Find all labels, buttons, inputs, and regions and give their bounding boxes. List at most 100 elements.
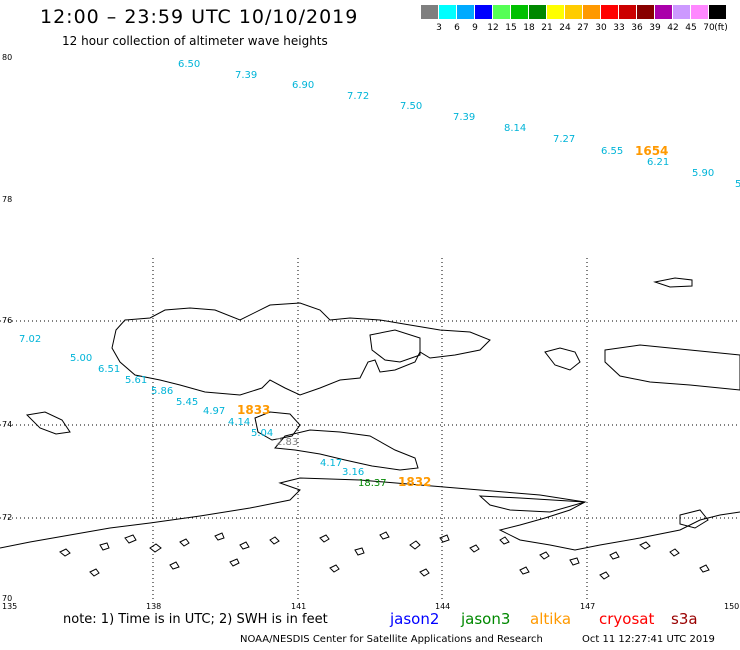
legend-label: 42 [667,23,679,33]
wave-height-label: 6.50 [178,59,200,70]
legend-label: 15 [505,23,517,33]
wave-height-label: 6.55 [601,146,623,157]
gridlines [0,258,740,600]
wave-height-label: 5.86 [151,386,173,397]
coastline [0,277,740,580]
legend-swatch [673,5,690,19]
wave-height-label: 3.16 [342,467,364,478]
legend-label: 27 [577,23,589,33]
lat-label-78: 78 [2,195,12,204]
wave-height-label: 7.50 [400,101,422,112]
footnote: note: 1) Time is in UTC; 2) SWH is in fe… [63,612,328,627]
lon-label-147: 147 [580,602,595,611]
satellite-name: cryosat [599,610,655,628]
pass-time-label: 1832 [398,475,431,489]
legend-unit: (ft) [714,23,728,33]
legend-label: 3 [436,23,442,33]
legend-swatch [565,5,582,19]
map-subtitle: 12 hour collection of altimeter wave hei… [62,34,328,48]
legend-swatch [655,5,672,19]
coast-island-1833 [254,411,301,441]
wave-height-label: 2.83 [276,437,298,448]
legend-swatch [709,5,726,19]
wave-height-label: 7.39 [235,70,257,81]
legend-label: 24 [559,23,571,33]
legend-swatch [421,5,438,19]
legend-swatch [691,5,708,19]
legend-label: 6 [454,23,460,33]
wave-height-label: 8.14 [504,123,526,134]
wave-height-label: 5.00 [70,353,92,364]
wave-height-label: 6.90 [292,80,314,91]
legend-label: 9 [472,23,478,33]
coast-main-island [111,302,491,396]
coast-east-long [604,344,740,391]
coast-mainland-spit [478,495,586,513]
satellite-name: jason3 [461,610,511,628]
wave-height-label: 5.90 [692,168,714,179]
wave-height-label: 5.04 [251,428,273,439]
legend-label: 70 [703,23,715,33]
lon-label-141: 141 [291,602,306,611]
pass-time-label: 1833 [237,403,270,417]
satellite-name: s3a [671,610,698,628]
coast-island-south [274,429,419,471]
coast-islets [59,531,710,580]
legend-swatch [511,5,528,19]
legend-swatch [601,5,618,19]
wave-height-label: 7.27 [553,134,575,145]
wave-height-label: 7.72 [347,91,369,102]
legend-swatch [493,5,510,19]
track-south: 7.02 5.00 6.51 5.61 5.86 5.45 4.97 4.14 … [19,334,387,489]
legend-swatch [529,5,546,19]
wave-height-label: 7.39 [453,112,475,123]
legend-label: 30 [595,23,607,33]
legend-swatch [475,5,492,19]
lat-label-72: 72 [2,513,12,522]
lon-label-135: 135 [2,602,17,611]
pass-time-label: 1654 [635,144,668,158]
legend-swatch [439,5,456,19]
legend-swatch [637,5,654,19]
coast-mainland [0,477,740,551]
credit-line: NOAA/NESDIS Center for Satellite Applica… [240,634,543,645]
coast-east-loop [369,329,421,363]
legend-label: 12 [487,23,499,33]
coast-northeast-small [653,277,693,288]
lat-label-70: 70 [2,594,12,603]
legend-label: 33 [613,23,625,33]
wave-height-label: 6.21 [647,157,669,168]
wave-height-label: 4.14 [228,417,250,428]
longitude-labels: 135 138 141 144 147 150 [2,602,739,611]
legend-swatch [619,5,636,19]
coast-small-island-west [25,411,71,435]
lon-label-150: 150 [724,602,739,611]
legend-swatch [583,5,600,19]
lon-label-144: 144 [435,602,450,611]
legend-label: 36 [631,23,643,33]
lat-label-74: 74 [2,420,12,429]
pass-times: 1654 1833 1832 [237,144,668,489]
legend-label: 18 [523,23,535,33]
wave-height-label: 5.45 [176,397,198,408]
legend-label: 45 [685,23,697,33]
satellite-name: jason2 [390,610,440,628]
satellite-name: altika [530,610,572,628]
lon-label-138: 138 [146,602,161,611]
coast-east-small [544,347,581,371]
legend-swatch [547,5,564,19]
wave-height-label: 4.17 [320,458,342,469]
track-north: 6.50 7.39 6.90 7.72 7.50 7.39 8.14 7.27 … [178,59,740,190]
legend-swatch [457,5,474,19]
legend-label: 39 [649,23,661,33]
generated-timestamp: Oct 11 12:27:41 UTC 2019 [582,634,715,645]
coast-east-lagoon [679,509,709,529]
legend-label: 21 [541,23,553,33]
lat-label-76: 76 [2,316,12,325]
map-title: 12:00 – 23:59 UTC 10/10/2019 [40,6,359,28]
wave-height-label: 5.61 [125,375,147,386]
wave-height-label: 18.37 [358,478,387,489]
latitude-labels: 80 78 76 74 72 70 [2,53,12,603]
wave-height-label: 7.02 [19,334,41,345]
